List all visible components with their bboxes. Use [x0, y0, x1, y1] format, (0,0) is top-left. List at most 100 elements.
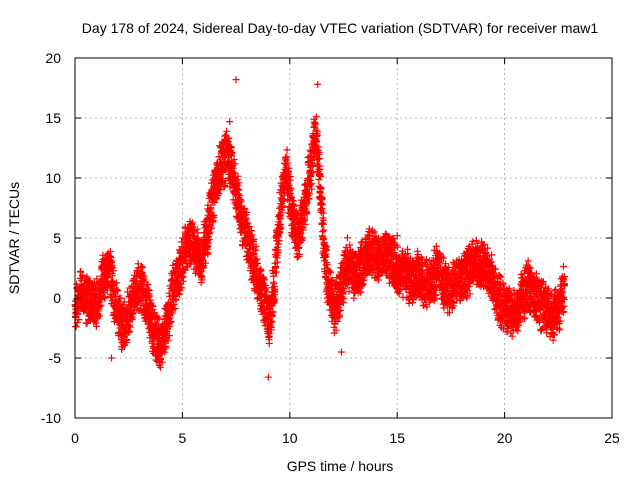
data-point: [295, 243, 303, 251]
data-point: [225, 134, 233, 142]
data-point: [551, 331, 558, 339]
data-point: [531, 292, 539, 300]
data-point: [342, 243, 350, 251]
data-point: [232, 76, 240, 84]
data-point: [446, 309, 453, 317]
data-point: [113, 285, 120, 293]
chart-title: Day 178 of 2024, Sidereal Day-to-day VTE…: [82, 20, 599, 36]
data-point: [515, 318, 523, 326]
data-point: [560, 295, 568, 303]
data-point: [75, 316, 83, 324]
data-point: [526, 264, 534, 272]
data-point: [313, 113, 320, 121]
y-axis-title: SDTVAR / TECUs: [6, 182, 22, 294]
data-point: [284, 159, 292, 167]
data-point: [430, 260, 438, 268]
data-point: [306, 190, 314, 198]
data-point: [178, 284, 186, 292]
data-point: [257, 267, 265, 275]
data-point: [327, 277, 335, 285]
data-point: [316, 162, 324, 170]
data-point: [303, 198, 311, 206]
data-point: [117, 294, 125, 302]
data-point: [181, 266, 189, 274]
data-point: [499, 279, 507, 287]
data-point: [210, 211, 218, 219]
data-point: [555, 326, 563, 334]
data-point: [237, 196, 245, 204]
data-point: [109, 264, 116, 271]
data-points: [71, 76, 569, 381]
data-point: [230, 169, 238, 177]
data-point: [230, 156, 238, 163]
data-point: [170, 301, 178, 308]
data-point: [254, 259, 262, 267]
data-point: [456, 296, 464, 304]
data-point: [148, 339, 156, 347]
data-point: [320, 226, 328, 234]
data-point: [335, 282, 343, 290]
data-point: [165, 332, 173, 339]
data-point: [96, 312, 103, 320]
data-point: [113, 279, 121, 287]
data-point: [560, 263, 567, 270]
data-point: [487, 258, 495, 266]
data-point: [370, 228, 378, 236]
data-point: [268, 317, 276, 325]
data-point: [101, 294, 109, 302]
data-point: [308, 185, 316, 193]
data-point: [295, 250, 303, 258]
data-point: [335, 303, 343, 311]
data-point: [465, 282, 473, 290]
data-point: [319, 209, 327, 217]
data-point: [539, 278, 547, 286]
data-point: [329, 276, 337, 284]
data-point: [228, 149, 236, 157]
data-point: [164, 337, 172, 345]
data-point: [316, 155, 323, 162]
data-point: [369, 226, 376, 234]
data-point: [537, 326, 545, 334]
data-point: [524, 257, 532, 265]
data-point: [398, 247, 406, 255]
data-point: [394, 243, 401, 251]
data-point: [139, 264, 147, 271]
data-point: [360, 276, 368, 284]
data-point: [271, 295, 279, 303]
data-point: [290, 202, 298, 210]
x-tick-label: 25: [604, 430, 620, 446]
data-point: [218, 167, 226, 175]
data-point: [277, 224, 285, 232]
data-point: [327, 269, 335, 277]
data-point: [129, 309, 137, 317]
data-point: [549, 336, 557, 344]
data-point: [551, 287, 559, 295]
data-point: [343, 234, 351, 242]
data-point: [319, 201, 326, 208]
data-point: [264, 373, 272, 381]
data-point: [539, 279, 547, 287]
data-point: [198, 272, 206, 280]
data-point: [273, 258, 281, 266]
data-point: [287, 184, 295, 192]
data-point: [395, 290, 403, 298]
data-point: [494, 278, 502, 285]
data-point: [279, 202, 287, 210]
data-point: [316, 173, 324, 180]
data-point: [332, 326, 340, 334]
y-tick-label: 10: [45, 170, 61, 186]
data-point: [114, 287, 122, 295]
data-point: [204, 239, 212, 247]
data-point: [158, 358, 166, 366]
data-point: [272, 263, 279, 271]
data-point: [231, 160, 239, 168]
data-point: [126, 323, 134, 331]
data-point: [104, 273, 112, 281]
y-tick-label: 5: [53, 230, 61, 246]
data-point: [309, 161, 317, 169]
data-point: [167, 318, 175, 325]
data-point: [422, 256, 430, 264]
data-point: [207, 204, 215, 212]
data-point: [271, 288, 279, 296]
